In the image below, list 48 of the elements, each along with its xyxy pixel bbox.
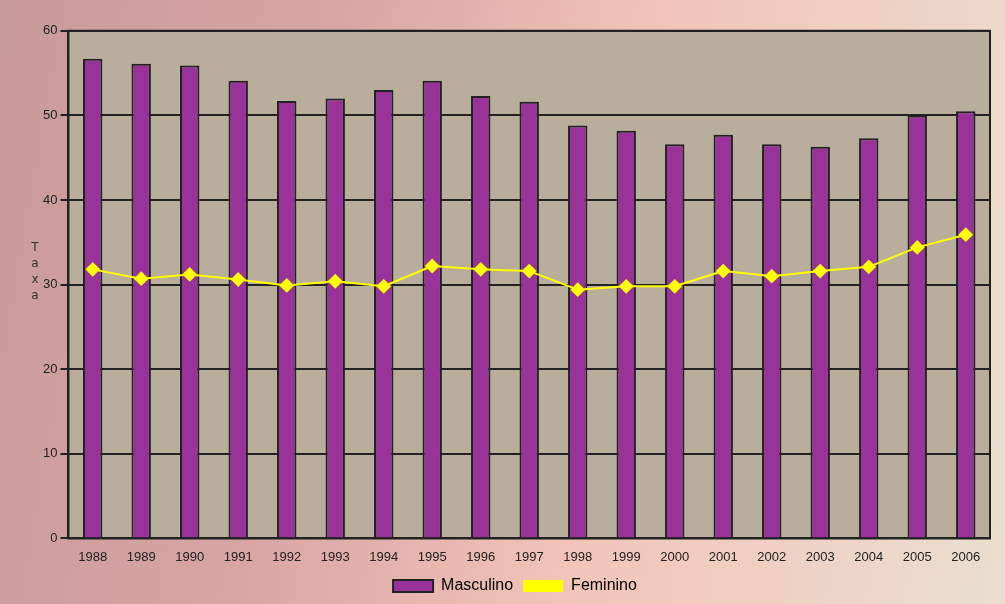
x-tick-label: 1988 [78,548,108,564]
legend-label: Feminino [571,576,638,594]
y-tick-label: 0 [50,529,58,545]
x-tick-label: 1998 [563,548,593,564]
legend-label: Masculino [441,576,514,594]
point [570,282,585,297]
y-tick-label: 20 [42,360,58,376]
x-tick-label: 1992 [272,548,302,564]
x-tick-label: 2005 [902,548,932,564]
y-tick-label: 40 [42,191,58,207]
x-tick-label: 1991 [223,548,253,564]
point [182,267,197,282]
x-tick-label: 2001 [708,548,738,564]
point [958,227,973,242]
x-tick-label: 1999 [611,548,641,564]
x-tick-label: 1993 [320,548,350,564]
x-tick-label: 1997 [514,548,544,564]
point [813,264,828,279]
point [667,279,682,294]
x-tick-label: 2006 [951,548,981,564]
x-tick-label: 2004 [854,548,884,564]
y-tick-label: 60 [42,22,58,38]
point [376,279,391,294]
y-tick-label: 30 [42,276,58,292]
y-axis-title: Taxa [28,240,42,304]
point [279,278,294,293]
point [134,271,149,286]
point [85,262,100,277]
point [716,264,731,279]
x-tick-label: 2000 [660,548,690,564]
x-tick-label: 1990 [175,548,205,564]
point [522,264,537,279]
point [910,240,925,255]
y-tick-label: 10 [42,445,58,461]
x-tick-label: 1989 [126,548,156,564]
point [231,272,246,287]
x-tick-label: 1996 [466,548,496,564]
x-tick-label: 1994 [369,548,399,564]
point [764,269,779,284]
point [425,258,440,273]
point [328,274,343,289]
x-tick-label: 2003 [805,548,835,564]
point [619,279,634,294]
x-tick-label: 1995 [417,548,447,564]
point [861,259,876,274]
point [473,262,488,277]
x-tick-label: 2002 [757,548,787,564]
y-tick-label: 50 [42,106,58,122]
